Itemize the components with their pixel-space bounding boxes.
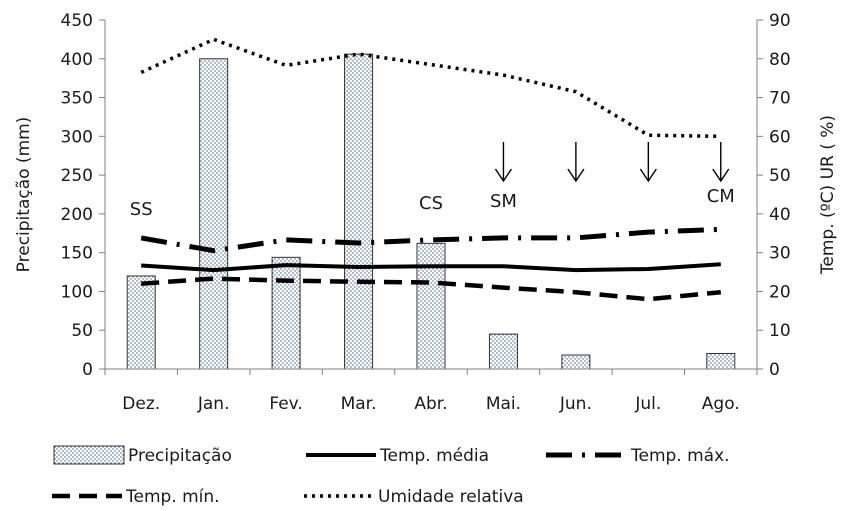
annotation-cm: CM: [707, 186, 735, 207]
left-tick-label: 350: [61, 89, 93, 109]
annotation-ss: SS: [130, 199, 153, 220]
legend-label: Umidade relativa: [378, 487, 524, 507]
left-tick-label: 250: [61, 166, 93, 186]
left-tick-label: 150: [61, 244, 93, 264]
legend-swatch: [53, 445, 125, 465]
right-tick-label: 60: [769, 127, 791, 147]
right-axis-title: Temp. (ºC) UR ( %): [818, 115, 838, 275]
legend-item-temp-min: Temp. mín.: [52, 487, 220, 507]
x-tick-label: Dez.: [122, 394, 160, 414]
down-arrow-icon: [567, 142, 585, 183]
legend: Precipitação Temp. média Temp. máx. Temp. m…: [52, 445, 730, 507]
precipitation-bar: [271, 256, 301, 370]
legend-item-precipitation: Precipitação: [53, 445, 232, 466]
precipitation-bar: [706, 352, 736, 370]
x-tick-label: Ago.: [702, 394, 740, 414]
right-tick-label: 70: [769, 89, 791, 109]
right-tick-label: 10: [769, 321, 791, 341]
left-tick-label: 50: [71, 321, 93, 341]
left-tick-label: 100: [61, 282, 93, 302]
temp-min-line: [141, 276, 722, 302]
x-tick-label: Fev.: [269, 394, 302, 414]
legend-item-temp-max: Temp. máx.: [546, 446, 730, 466]
annotations-layer: SS CS SM CM: [130, 142, 735, 220]
legend-label: Temp. média: [379, 446, 489, 466]
left-tick-label: 300: [61, 127, 93, 147]
axes-layer: 0 50 100 150 200 250 300 350 400 450 0 10 20 30 40 50 60…: [14, 11, 838, 414]
x-tick-label: Jul.: [634, 394, 661, 414]
legend-label: Temp. mín.: [125, 487, 220, 507]
precipitation-bar: [488, 333, 518, 370]
left-tick-label: 450: [61, 11, 93, 31]
left-tick-label: 0: [82, 360, 93, 380]
precipitation-bar: [344, 53, 374, 370]
umidade-relativa-line: [140, 37, 721, 139]
temp-max-line: [140, 226, 721, 254]
down-arrow-icon: [712, 142, 730, 183]
left-axis-title: Precipitação (mm): [14, 117, 34, 273]
legend-item-umidade-relativa: Umidade relativa: [304, 487, 524, 507]
x-tick-label: Mai.: [486, 394, 521, 414]
right-tick-label: 90: [769, 11, 791, 31]
x-tick-label: Mar.: [341, 394, 377, 414]
annotation-cs: CS: [419, 193, 443, 214]
bars-layer: [126, 53, 736, 370]
x-tick-label: Abr.: [414, 394, 447, 414]
legend-label: Precipitação: [128, 446, 232, 466]
legend-item-temp-media: Temp. média: [306, 446, 489, 466]
precipitation-bar: [561, 354, 591, 370]
right-tick-label: 40: [769, 205, 791, 225]
lines-layer: [140, 37, 722, 302]
right-tick-label: 20: [769, 282, 791, 302]
down-arrow-icon: [639, 142, 657, 183]
left-tick-label: 200: [61, 205, 93, 225]
right-tick-label: 80: [769, 50, 791, 70]
legend-label: Temp. máx.: [630, 446, 730, 466]
annotation-sm: SM: [490, 191, 517, 212]
precipitation-bar: [199, 58, 229, 370]
x-tick-label: Jan.: [197, 394, 230, 414]
x-tick-label: Jun.: [559, 394, 592, 414]
down-arrow-icon: [494, 142, 513, 183]
right-tick-label: 50: [769, 166, 791, 186]
temp-media-line: [141, 262, 721, 273]
right-tick-label: 30: [769, 244, 791, 264]
left-tick-label: 400: [61, 50, 93, 70]
precipitation-bar: [416, 242, 446, 370]
right-tick-label: 0: [769, 360, 780, 380]
precipitation-bar: [126, 275, 156, 370]
